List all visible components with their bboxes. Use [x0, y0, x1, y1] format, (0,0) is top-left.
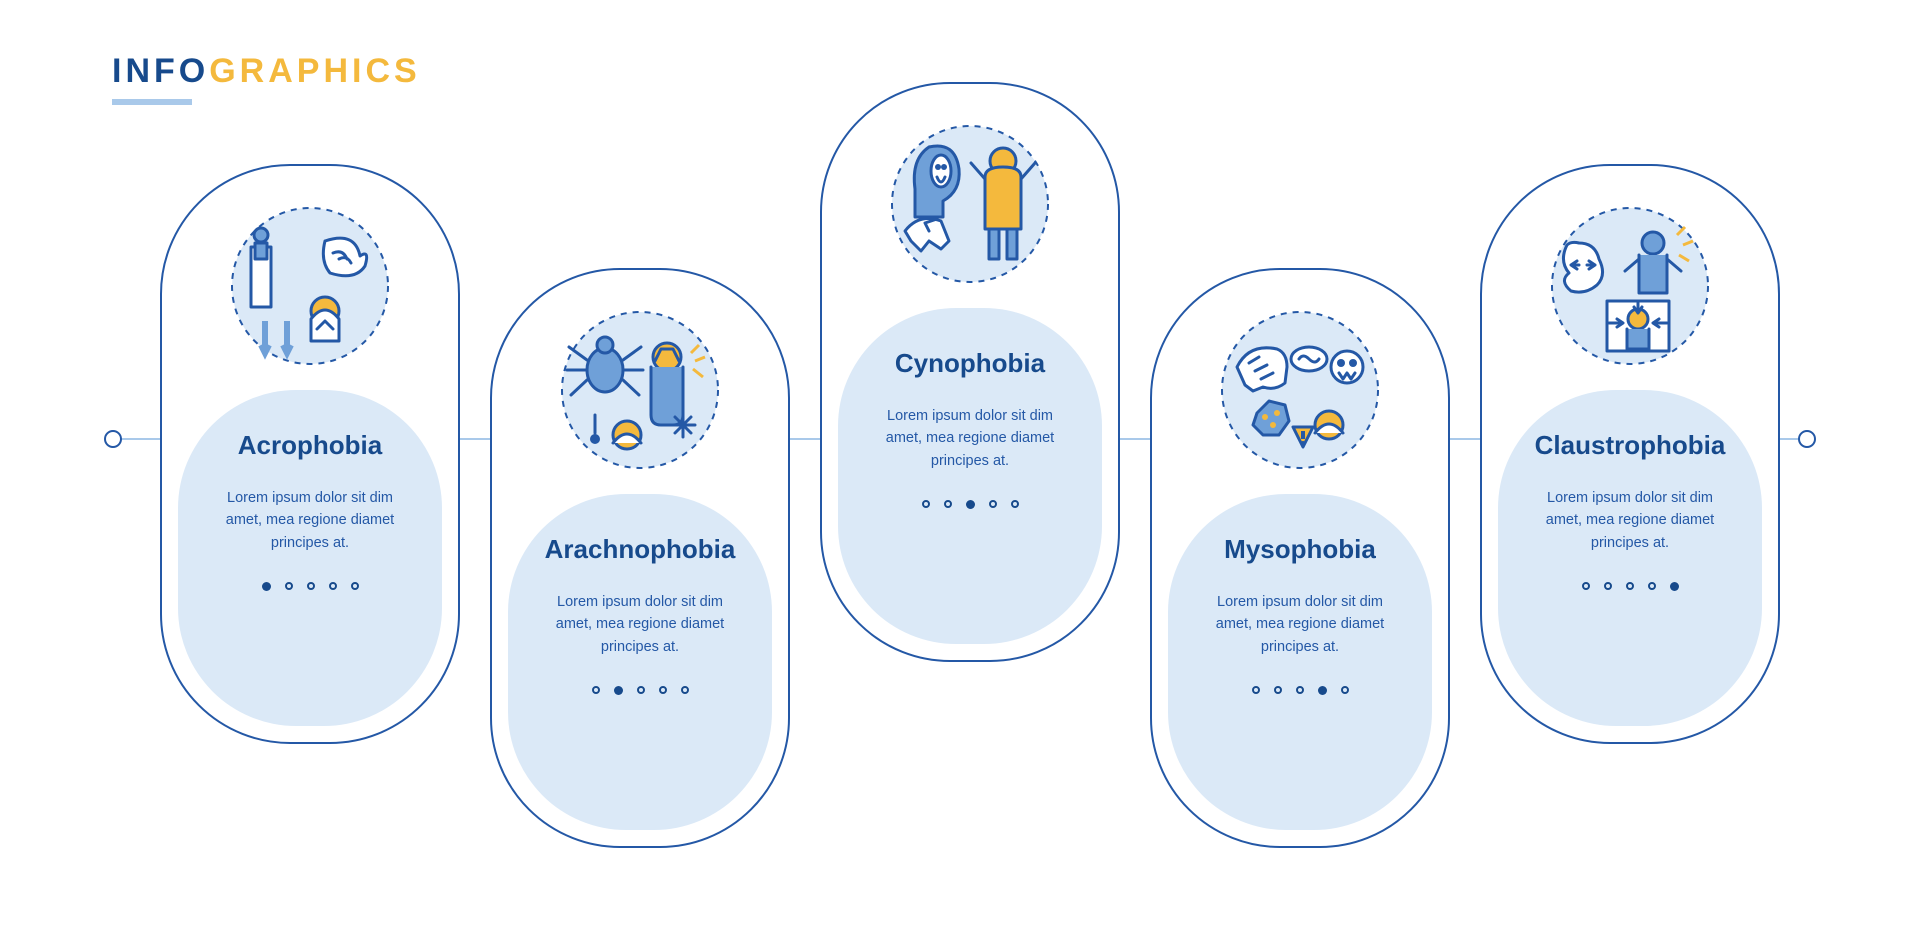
card-inner: Mysophobia Lorem ipsum dolor sit dim amet… [1168, 494, 1432, 830]
pagination-dot [659, 686, 667, 694]
pagination-dot [1626, 582, 1634, 590]
card-1: Arachnophobia Lorem ipsum dolor sit dim a… [490, 268, 790, 848]
card-dots [194, 582, 426, 591]
card-2: Cynophobia Lorem ipsum dolor sit dim amet… [820, 82, 1120, 662]
pagination-dot [1341, 686, 1349, 694]
mysophobia-icon [1168, 292, 1432, 487]
card-inner: Claustrophobia Lorem ipsum dolor sit dim … [1498, 390, 1762, 726]
card-title: Claustrophobia [1514, 430, 1746, 461]
pagination-dot [329, 582, 337, 590]
pagination-dot [1318, 686, 1327, 695]
card-title: Arachnophobia [524, 534, 756, 565]
pagination-dot [1648, 582, 1656, 590]
pagination-dot [1604, 582, 1612, 590]
connector-dot-left [104, 430, 122, 448]
arachnophobia-icon [508, 292, 772, 487]
card-outer: Claustrophobia Lorem ipsum dolor sit dim … [1480, 164, 1780, 744]
pagination-dot [307, 582, 315, 590]
card-inner: Acrophobia Lorem ipsum dolor sit dim amet… [178, 390, 442, 726]
pagination-dot [614, 686, 623, 695]
pagination-dot [592, 686, 600, 694]
card-outer: Cynophobia Lorem ipsum dolor sit dim amet… [820, 82, 1120, 662]
pagination-dot [1296, 686, 1304, 694]
pagination-dot [681, 686, 689, 694]
acrophobia-icon [178, 188, 442, 383]
cynophobia-icon [838, 106, 1102, 301]
card-desc: Lorem ipsum dolor sit dim amet, mea regi… [854, 405, 1086, 472]
card-desc: Lorem ipsum dolor sit dim amet, mea regi… [524, 591, 756, 658]
card-outer: Acrophobia Lorem ipsum dolor sit dim amet… [160, 164, 460, 744]
card-dots [1184, 686, 1416, 695]
pagination-dot [1252, 686, 1260, 694]
card-0: Acrophobia Lorem ipsum dolor sit dim amet… [160, 164, 460, 744]
card-4: Claustrophobia Lorem ipsum dolor sit dim … [1480, 164, 1780, 744]
connector-dot-right [1798, 430, 1816, 448]
card-inner: Cynophobia Lorem ipsum dolor sit dim amet… [838, 308, 1102, 644]
pagination-dot [262, 582, 271, 591]
pagination-dot [1670, 582, 1679, 591]
card-outer: Arachnophobia Lorem ipsum dolor sit dim a… [490, 268, 790, 848]
card-title: Acrophobia [194, 430, 426, 461]
pagination-dot [637, 686, 645, 694]
cards-container: Acrophobia Lorem ipsum dolor sit dim amet… [0, 0, 1920, 937]
card-title: Cynophobia [854, 348, 1086, 379]
pagination-dot [1011, 500, 1019, 508]
pagination-dot [966, 500, 975, 509]
pagination-dot [922, 500, 930, 508]
pagination-dot [285, 582, 293, 590]
pagination-dot [944, 500, 952, 508]
pagination-dot [351, 582, 359, 590]
card-dots [854, 500, 1086, 509]
pagination-dot [1274, 686, 1282, 694]
claustrophobia-icon [1498, 188, 1762, 383]
pagination-dot [989, 500, 997, 508]
card-desc: Lorem ipsum dolor sit dim amet, mea regi… [194, 487, 426, 554]
pagination-dot [1582, 582, 1590, 590]
card-dots [1514, 582, 1746, 591]
card-desc: Lorem ipsum dolor sit dim amet, mea regi… [1514, 487, 1746, 554]
card-outer: Mysophobia Lorem ipsum dolor sit dim amet… [1150, 268, 1450, 848]
card-title: Mysophobia [1184, 534, 1416, 565]
card-3: Mysophobia Lorem ipsum dolor sit dim amet… [1150, 268, 1450, 848]
card-dots [524, 686, 756, 695]
card-desc: Lorem ipsum dolor sit dim amet, mea regi… [1184, 591, 1416, 658]
card-inner: Arachnophobia Lorem ipsum dolor sit dim a… [508, 494, 772, 830]
